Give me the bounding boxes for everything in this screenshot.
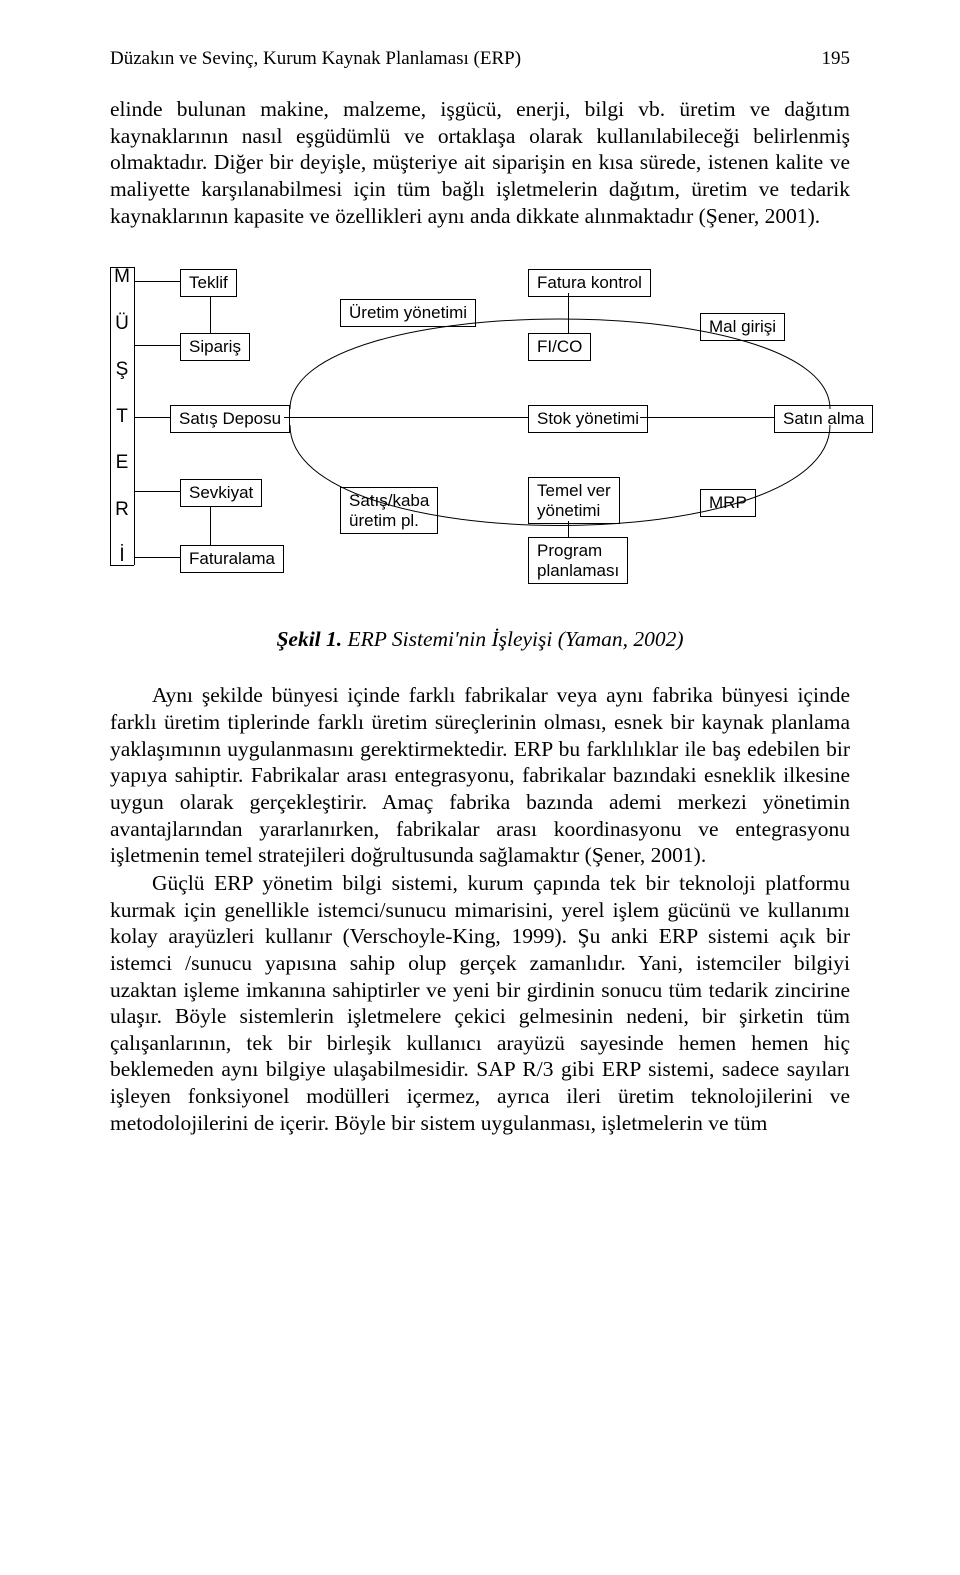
connector bbox=[134, 557, 180, 558]
rail-letter: E bbox=[116, 453, 129, 472]
node-fatura-kontrol: Fatura kontrol bbox=[528, 269, 651, 297]
node-siparis: Sipariş bbox=[180, 333, 250, 361]
figure-caption-label: Şekil 1. bbox=[276, 627, 342, 651]
node-mal-girisi: Mal girişi bbox=[700, 313, 785, 341]
rail-letter: İ bbox=[119, 546, 124, 565]
rail-letter: R bbox=[115, 500, 129, 519]
running-head: Düzakın ve Sevinç, Kurum Kaynak Planlama… bbox=[110, 48, 850, 70]
node-program-l2: planlaması bbox=[537, 561, 619, 580]
figure-erp-flow: M Ü Ş T E R İ Teklif Sipariş Satış Depos… bbox=[110, 259, 850, 599]
node-stok-yonetimi: Stok yönetimi bbox=[528, 405, 648, 433]
node-sevkiyat: Sevkiyat bbox=[180, 479, 262, 507]
node-satis-kaba-l1: Satış/kaba bbox=[349, 491, 429, 510]
connector bbox=[568, 521, 569, 537]
node-teklif: Teklif bbox=[180, 269, 237, 297]
connector bbox=[284, 417, 528, 418]
connector bbox=[210, 503, 211, 545]
connector bbox=[640, 417, 774, 418]
node-satis-kaba-l2: üretim pl. bbox=[349, 511, 419, 530]
figure-caption: Şekil 1. ERP Sistemi'nin İşleyişi (Yaman… bbox=[110, 627, 850, 652]
paragraph-2: Aynı şekilde bünyesi içinde farklı fabri… bbox=[110, 682, 850, 869]
node-uretim-yonetimi: Üretim yönetimi bbox=[340, 299, 476, 327]
rail-letter: Ş bbox=[116, 360, 129, 379]
rail-right-edge bbox=[134, 267, 135, 565]
connector bbox=[134, 491, 180, 492]
figure-caption-text: ERP Sistemi'nin İşleyişi (Yaman, 2002) bbox=[342, 627, 683, 651]
node-temel-l2: yönetimi bbox=[537, 501, 600, 520]
connector bbox=[134, 417, 170, 418]
paragraph-3: Güçlü ERP yönetim bilgi sistemi, kurum ç… bbox=[110, 870, 850, 1137]
rail-musteri: M Ü Ş T E R İ bbox=[110, 267, 134, 565]
page-number: 195 bbox=[822, 48, 851, 70]
connector bbox=[134, 345, 180, 346]
node-temel-l1: Temel ver bbox=[537, 481, 611, 500]
node-satis-deposu: Satış Deposu bbox=[170, 405, 290, 433]
node-satin-alma: Satın alma bbox=[774, 405, 873, 433]
rail-letter: M bbox=[114, 267, 130, 286]
node-fico: FI/CO bbox=[528, 333, 591, 361]
connector bbox=[134, 281, 180, 282]
node-temel-ver: Temel ver yönetimi bbox=[528, 477, 620, 524]
paragraph-1: elinde bulunan makine, malzeme, işgücü, … bbox=[110, 96, 850, 229]
node-mrp: MRP bbox=[700, 489, 756, 517]
rail-letter: T bbox=[116, 407, 128, 426]
connector bbox=[568, 293, 569, 333]
rail-letter: Ü bbox=[115, 314, 129, 333]
connector bbox=[210, 293, 211, 333]
running-title: Düzakın ve Sevinç, Kurum Kaynak Planlama… bbox=[110, 48, 521, 70]
node-program: Program planlaması bbox=[528, 537, 628, 584]
node-program-l1: Program bbox=[537, 541, 602, 560]
node-faturalama: Faturalama bbox=[180, 545, 284, 573]
node-satis-kaba: Satış/kaba üretim pl. bbox=[340, 487, 438, 534]
